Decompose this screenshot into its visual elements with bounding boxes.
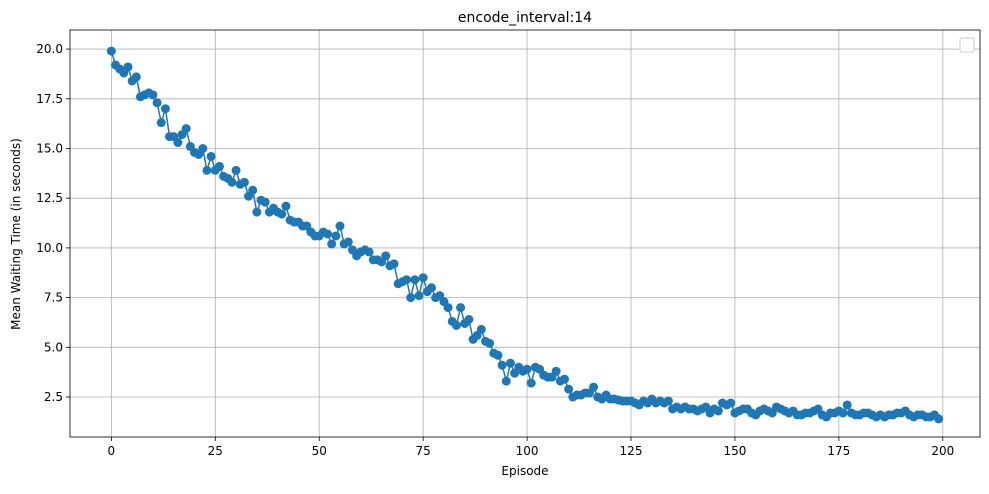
plot-frame (69, 29, 981, 438)
data-point (410, 275, 420, 285)
data-point (526, 378, 536, 388)
data-point (406, 293, 416, 303)
data-point (443, 303, 453, 313)
x-axis-label: Episode (501, 464, 548, 478)
data-point (335, 221, 345, 231)
data-point (152, 98, 162, 108)
x-tick-label: 25 (208, 444, 223, 458)
data-point (414, 291, 424, 301)
x-tick-label: 125 (620, 444, 643, 458)
y-axis-label: Mean Waiting Time (in seconds) (9, 138, 23, 330)
x-tick-label: 0 (108, 444, 116, 458)
y-tick-label: 12.5 (36, 191, 63, 205)
y-tick-label: 17.5 (36, 92, 63, 106)
data-point (323, 229, 333, 239)
data-point (231, 165, 241, 175)
x-tick-label: 50 (312, 444, 327, 458)
grid (70, 30, 980, 437)
marks (106, 46, 944, 424)
y-tick-label: 20.0 (36, 42, 63, 56)
data-point (173, 138, 183, 148)
data-point (464, 314, 474, 324)
y-tick-label: 7.5 (44, 291, 63, 305)
data-point (148, 90, 158, 100)
data-point (497, 360, 507, 370)
data-point (106, 46, 116, 56)
legend-box (959, 37, 975, 53)
data-point (364, 247, 374, 257)
data-point (663, 396, 673, 406)
data-point (202, 165, 212, 175)
y-tick-label: 10.0 (36, 241, 63, 255)
data-point (214, 161, 224, 171)
data-point (123, 62, 133, 72)
data-point (713, 406, 723, 416)
data-point (838, 408, 848, 418)
data-point (248, 185, 258, 195)
data-point (418, 273, 428, 283)
data-point (227, 177, 237, 187)
data-point (493, 350, 503, 360)
data-point (505, 358, 515, 368)
data-point (564, 384, 574, 394)
data-point (726, 398, 736, 408)
x-tick-label: 150 (723, 444, 746, 458)
data-point (426, 283, 436, 293)
x-tick-label: 200 (931, 444, 954, 458)
data-point (156, 118, 166, 128)
x-tick-label: 75 (416, 444, 431, 458)
data-point (456, 303, 466, 313)
data-point (485, 338, 495, 348)
data-point (343, 237, 353, 247)
data-point (181, 124, 191, 134)
data-point (277, 209, 287, 219)
data-point (331, 231, 341, 241)
data-point (281, 201, 291, 211)
data-point (381, 251, 391, 261)
data-point (451, 320, 461, 330)
data-point (934, 414, 944, 424)
y-tick-label: 15.0 (36, 142, 63, 156)
data-point (501, 376, 511, 386)
y-tick-label: 5.0 (44, 340, 63, 354)
chart-title: encode_interval:14 (458, 10, 592, 26)
data-point (476, 324, 486, 334)
data-point (160, 104, 170, 114)
data-point (131, 72, 141, 82)
data-point (551, 366, 561, 376)
data-point (239, 177, 249, 187)
data-point (559, 374, 569, 384)
data-point (389, 259, 399, 269)
data-point (252, 207, 262, 217)
data-point (589, 382, 599, 392)
y-tick-label: 2.5 (44, 390, 63, 404)
x-tick-label: 175 (827, 444, 850, 458)
data-point (206, 151, 216, 161)
data-point (327, 239, 337, 249)
data-point (402, 275, 412, 285)
data-point (522, 364, 532, 374)
x-tick-label: 100 (516, 444, 539, 458)
data-point (260, 197, 270, 207)
data-point (198, 144, 208, 154)
data-point (842, 400, 852, 410)
